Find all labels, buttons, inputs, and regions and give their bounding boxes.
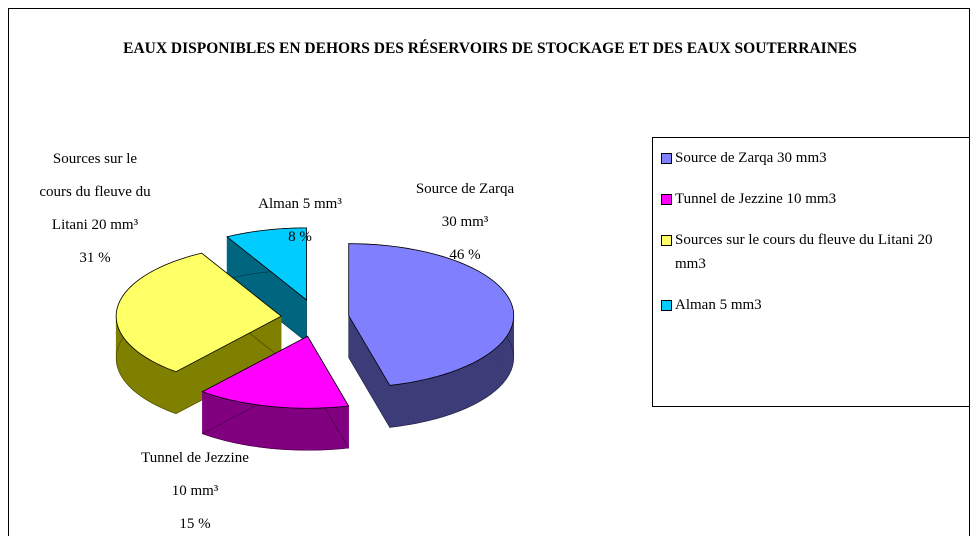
pie-slice — [201, 335, 350, 451]
chart-title: EAUX DISPONIBLES EN DEHORS DES RÉSERVOIR… — [123, 40, 857, 57]
data-label-value: 46 % — [449, 247, 480, 263]
data-label-line: Litani 20 mm³ — [52, 217, 139, 233]
legend-swatch — [661, 235, 672, 246]
legend-item: Alman 5 mm3 — [661, 293, 959, 317]
pie-slice — [226, 227, 307, 343]
legend-item: Tunnel de Jezzine 10 mm3 — [661, 187, 959, 211]
legend-swatch — [661, 194, 672, 205]
data-label-line: cours du fleuve du — [39, 184, 151, 200]
legend-item: Sources sur le cours du fleuve du Litani… — [661, 228, 959, 276]
data-label-value: 8 % — [288, 229, 312, 245]
slice-edge — [201, 377, 350, 451]
data-label-line: Alman 5 mm³ — [258, 196, 342, 212]
legend-swatch — [661, 153, 672, 164]
data-label-line: Sources sur le — [53, 151, 137, 167]
legend-swatch — [661, 300, 672, 311]
data-label-line: 10 mm³ — [172, 483, 219, 499]
data-label-line: Source de Zarqa — [416, 181, 515, 197]
legend-label: Alman 5 mm3 — [675, 297, 762, 313]
data-label-line: Tunnel de Jezzine — [141, 450, 249, 466]
slice-top — [226, 227, 307, 301]
slice-top — [115, 252, 282, 373]
data-label-value: 15 % — [179, 516, 210, 532]
legend-label: Sources sur le cours du fleuve du Litani… — [675, 232, 933, 272]
data-label-line: 30 mm³ — [442, 214, 489, 230]
legend: Source de Zarqa 30 mm3 Tunnel de Jezzine … — [652, 137, 970, 407]
data-label-value: 31 % — [79, 250, 110, 266]
legend-label: Tunnel de Jezzine 10 mm3 — [675, 191, 837, 207]
pie-slice — [348, 243, 515, 429]
slice-top — [348, 243, 515, 386]
legend-item: Source de Zarqa 30 mm3 — [661, 146, 959, 170]
legend-label: Source de Zarqa 30 mm3 — [675, 150, 827, 166]
slice-top — [201, 335, 350, 409]
